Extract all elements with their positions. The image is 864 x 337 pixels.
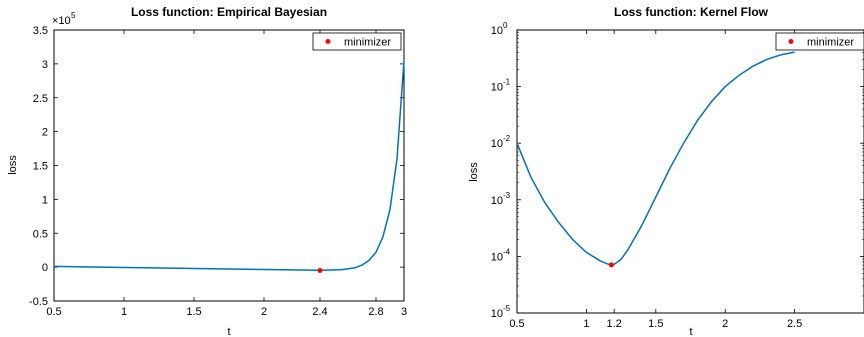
x-tick-label: 1 (583, 318, 589, 330)
plot-area (53, 29, 405, 302)
y-tick-label: 1.5 (33, 161, 48, 173)
chart-empirical-bayesian: Loss function: Empirical Bayesian 0.5 1 1.… (7, 5, 407, 337)
x-tick-label: 0.5 (46, 306, 61, 318)
y-axis-label: loss (7, 155, 19, 175)
legend-marker (788, 39, 794, 44)
chart-kernel-flow: Loss function: Kernel Flow 0.5 1 1.2 1.5 2 2.… (468, 5, 864, 337)
y-multiplier-exponent: 5 (71, 11, 76, 20)
legend-label: minimizer (344, 37, 391, 49)
x-tick-label: 2 (261, 306, 267, 318)
chart-title: Loss function: Empirical Bayesian (131, 5, 327, 19)
legend-box (775, 32, 864, 51)
x-tick-label: 1.2 (607, 318, 622, 330)
legend: minimizer (775, 32, 864, 51)
y-tick-label: 10 (491, 308, 503, 320)
y-tick-label: 0 (42, 262, 48, 274)
y-tick-label: -0.5 (29, 296, 48, 308)
x-tick-label: 1.5 (648, 318, 663, 330)
x-tick-label: 1 (121, 306, 127, 318)
y-tick-label: 3 (42, 59, 48, 71)
y-tick-exponent: -5 (503, 304, 511, 313)
legend-label: minimizer (807, 37, 854, 49)
y-tick-exponent: -4 (503, 247, 511, 256)
y-tick-label: 1 (42, 194, 48, 206)
legend: minimizer (312, 32, 402, 51)
x-axis-label: t (689, 326, 692, 337)
y-tick-exponent: 0 (503, 21, 508, 30)
y-tick-label: 10 (491, 25, 503, 37)
series-line (516, 51, 795, 266)
series-line (53, 60, 405, 271)
y-tick-label: 10 (491, 251, 503, 263)
y-multiplier-label: ×10 (52, 15, 71, 27)
x-tick-label: 3 (401, 306, 407, 318)
y-tick-exponent: -2 (503, 134, 511, 143)
x-tick-label: 0.5 (509, 318, 524, 330)
x-axis-label: t (227, 326, 230, 337)
y-tick-label: 2 (42, 127, 48, 139)
chart-title: Loss function: Kernel Flow (614, 5, 769, 19)
y-tick-label: 10 (491, 195, 503, 207)
y-tick-label: 3.5 (33, 25, 48, 37)
y-tick-exponent: -1 (503, 78, 511, 87)
minimizer-marker (608, 262, 614, 268)
plot-area (516, 29, 864, 314)
tick-group: 0.5 1 1.5 2 2.4 2.8 3 -0.5 0 0.5 1 1.5 2 2.5 3 3.5 (29, 25, 407, 318)
legend-box (312, 32, 402, 51)
minimizer-marker (317, 268, 323, 274)
y-tick-exponent: -3 (503, 191, 511, 200)
x-tick-label: 2.4 (312, 306, 327, 318)
y-tick-label: 2.5 (33, 93, 48, 105)
y-tick-label: 10 (491, 138, 503, 150)
x-tick-label: 2.8 (368, 306, 383, 318)
x-tick-label: 2.5 (787, 318, 802, 330)
y-tick-label: 10 (491, 82, 503, 94)
x-tick-label: 2 (722, 318, 728, 330)
y-axis-label: loss (468, 162, 480, 182)
x-tick-label: 1.5 (186, 306, 201, 318)
legend-marker (325, 39, 331, 44)
y-tick-label: 0.5 (33, 228, 48, 240)
